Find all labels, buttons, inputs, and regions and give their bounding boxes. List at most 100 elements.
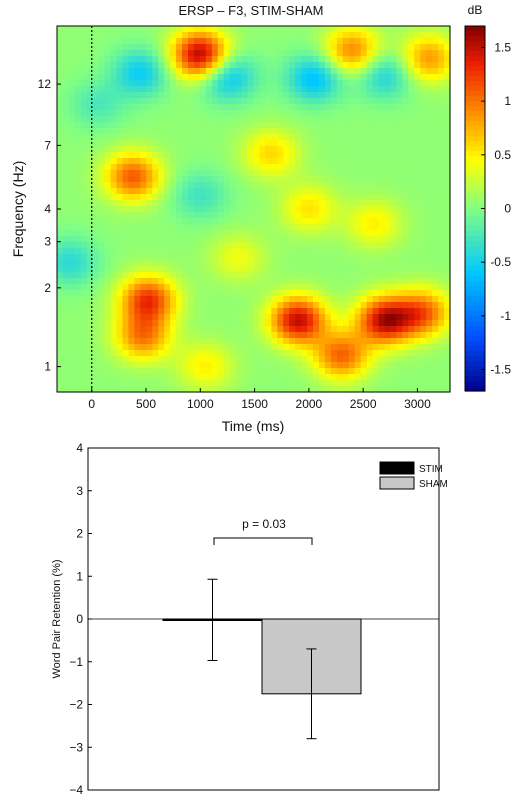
heatmap-cell	[396, 164, 403, 171]
heatmap-cell	[271, 164, 278, 171]
heatmap-cell	[271, 374, 278, 381]
heatmap-cell	[301, 134, 308, 141]
heatmap-cell	[348, 146, 356, 153]
heatmap-cell	[289, 326, 296, 333]
heatmap-cell	[390, 38, 397, 45]
heatmap-cell	[199, 62, 207, 69]
heatmap-cell	[330, 122, 338, 129]
x-tick-label: 0	[88, 397, 95, 411]
heatmap-cell	[402, 92, 409, 99]
heatmap-cell	[122, 194, 130, 201]
heatmap-cell	[86, 74, 94, 81]
heatmap-cell	[211, 170, 219, 177]
heatmap-cell	[289, 86, 296, 93]
heatmap-cell	[420, 182, 427, 189]
heatmap-cell	[86, 50, 94, 57]
heatmap-cell	[360, 356, 368, 363]
heatmap-cell	[378, 140, 386, 147]
heatmap-cell	[366, 242, 374, 249]
heatmap-cell	[378, 230, 386, 237]
heatmap-cell	[57, 62, 64, 69]
heatmap-cell	[402, 374, 409, 381]
heatmap-cell	[277, 38, 284, 45]
heatmap-cell	[295, 206, 302, 213]
heatmap-cell	[277, 380, 284, 387]
heatmap-cell	[92, 176, 100, 183]
heatmap-cell	[301, 326, 308, 333]
heatmap-cell	[426, 296, 433, 303]
heatmap-cell	[241, 128, 249, 135]
heatmap-cell	[122, 116, 130, 123]
heatmap-cell	[354, 110, 362, 117]
heatmap-cell	[182, 158, 189, 165]
heatmap-cell	[408, 32, 415, 39]
heatmap-cell	[182, 182, 189, 189]
heatmap-cell	[426, 50, 433, 57]
heatmap-cell	[289, 38, 296, 45]
heatmap-cell	[122, 152, 130, 159]
heatmap-cell	[295, 176, 302, 183]
heatmap-cell	[74, 290, 82, 297]
heatmap-cell	[164, 302, 171, 309]
colorbar-segment	[465, 41, 485, 47]
heatmap-cell	[68, 296, 76, 303]
heatmap-cell	[265, 314, 272, 321]
heatmap-cell	[188, 134, 195, 141]
heatmap-cell	[265, 218, 272, 225]
heatmap-cell	[396, 230, 403, 237]
colorbar-segment	[465, 91, 485, 97]
heatmap-cell	[259, 134, 266, 141]
heatmap-cell	[152, 380, 159, 387]
heatmap-cell	[354, 32, 362, 39]
heatmap-cell	[265, 188, 272, 195]
heatmap-cell	[307, 158, 314, 165]
heatmap-cell	[307, 266, 314, 273]
heatmap-cell	[342, 26, 350, 33]
heatmap-cell	[348, 182, 356, 189]
heatmap-cell	[176, 128, 183, 135]
heatmap-cell	[62, 266, 70, 273]
heatmap-cell	[366, 146, 374, 153]
heatmap-cell	[408, 236, 415, 243]
heatmap-cell	[259, 176, 266, 183]
heatmap-cell	[295, 32, 302, 39]
heatmap-cell	[122, 248, 130, 255]
heatmap-cell	[289, 362, 296, 369]
heatmap-cell	[366, 122, 374, 129]
heatmap-cell	[170, 296, 177, 303]
heatmap-cell	[176, 50, 183, 57]
heatmap-cell	[182, 104, 189, 111]
heatmap-cell	[193, 86, 201, 93]
heatmap-cell	[271, 296, 278, 303]
heatmap-cell	[319, 350, 326, 357]
heatmap-cell	[223, 194, 231, 201]
heatmap-cell	[307, 374, 314, 381]
heatmap-cell	[372, 98, 380, 105]
heatmap-cell	[283, 350, 290, 357]
heatmap-cell	[402, 152, 409, 159]
heatmap-cell	[366, 170, 374, 177]
heatmap-cell	[342, 140, 350, 147]
heatmap-cell	[295, 218, 302, 225]
heatmap-cell	[57, 362, 64, 369]
heatmap-cell	[247, 284, 255, 291]
heatmap-cell	[336, 140, 344, 147]
heatmap-cell	[414, 344, 421, 351]
heatmap-cell	[420, 134, 427, 141]
heatmap-cell	[235, 38, 243, 45]
heatmap-cell	[229, 296, 237, 303]
heatmap-cell	[152, 236, 159, 243]
heatmap-cell	[146, 272, 153, 279]
heatmap-cell	[372, 308, 380, 315]
heatmap-cell	[301, 62, 308, 69]
heatmap-cell	[68, 104, 76, 111]
heatmap-cell	[420, 128, 427, 135]
heatmap-cell	[146, 266, 153, 273]
heatmap-cell	[98, 152, 106, 159]
heatmap-cell	[402, 320, 409, 327]
heatmap-cell	[134, 314, 141, 321]
heatmap-cell	[205, 302, 213, 309]
heatmap-cell	[104, 170, 112, 177]
heatmap-cell	[271, 290, 278, 297]
heatmap-cell	[432, 236, 439, 243]
